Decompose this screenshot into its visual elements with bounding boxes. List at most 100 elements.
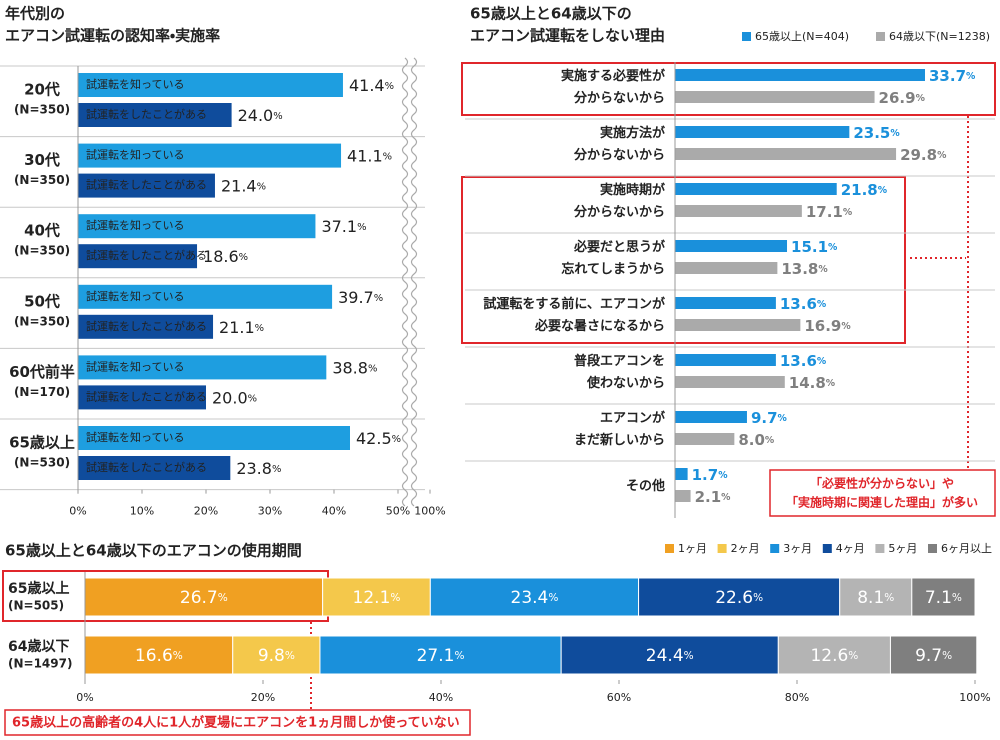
- category-label: 使わないから: [586, 375, 665, 391]
- value-label: 22.6%: [715, 588, 763, 608]
- bar-segment: [560, 635, 779, 675]
- axis-break: [401, 57, 409, 507]
- value-label: 24.0%: [238, 106, 283, 125]
- sample-size: (N=350): [14, 314, 70, 328]
- x-tick-label: 20%: [251, 691, 275, 704]
- bar: [78, 214, 316, 239]
- sample-size: (N=530): [14, 456, 70, 470]
- category-label: 65歳以上: [9, 434, 75, 452]
- legend-swatch: [665, 544, 674, 553]
- category-label: 実施する必要性が: [561, 68, 665, 84]
- chart-title: エアコン試運転をしない理由: [470, 27, 665, 45]
- bar: [78, 385, 206, 410]
- legend-label: 2ヶ月: [731, 542, 760, 555]
- bar: [675, 490, 691, 502]
- x-tick-label: 0%: [69, 505, 86, 518]
- value-label: 12.1%: [353, 588, 401, 608]
- bar-name: 試運転をしたことがある: [86, 319, 207, 333]
- legend-label: 5ヶ月: [888, 542, 917, 555]
- bar-name: 試運転をしたことがある: [86, 389, 207, 403]
- value-label: 13.6%: [780, 295, 827, 313]
- value-label: 9.7%: [915, 646, 952, 666]
- chart-title: エアコン試運転の認知率・実施率: [5, 27, 220, 45]
- value-label: 7.1%: [925, 588, 962, 608]
- bar: [78, 355, 327, 380]
- bar: [675, 69, 925, 81]
- bar-segment: [319, 635, 562, 675]
- category-label: 30代: [24, 151, 60, 169]
- bar: [78, 426, 350, 450]
- value-label: 23.8%: [236, 459, 281, 478]
- legend-label: 4ヶ月: [836, 542, 865, 555]
- bar: [675, 126, 850, 138]
- bar: [675, 468, 688, 480]
- category-label: 65歳以上: [8, 580, 69, 597]
- legend-swatch: [770, 544, 780, 553]
- value-label: 38.8%: [332, 358, 377, 377]
- bar: [78, 456, 231, 480]
- bar: [675, 376, 785, 388]
- x-tick-label: 40%: [429, 691, 453, 704]
- bar-segment: [84, 635, 234, 675]
- bar-name: 試運転をしたことがある: [86, 460, 207, 474]
- value-label: 21.8%: [841, 181, 888, 199]
- x-tick-label: 0%: [76, 691, 93, 704]
- bar: [675, 262, 778, 274]
- bar-name: 試運転を知っている: [86, 359, 184, 373]
- legend-label: 64歳以下(N=1238): [889, 30, 990, 43]
- x-tick-label: 60%: [607, 691, 631, 704]
- category-label: 実施方法が: [600, 125, 665, 141]
- bar: [78, 314, 214, 339]
- value-label: 23.5%: [853, 124, 900, 142]
- value-label: 9.7%: [751, 409, 788, 427]
- value-label: 37.1%: [321, 217, 366, 236]
- x-tick-label: 80%: [785, 691, 809, 704]
- value-label: 27.1%: [417, 646, 465, 666]
- value-label: 13.6%: [780, 352, 827, 370]
- bar-name: 試運転をしたことがある: [86, 178, 207, 192]
- category-label: 20代: [24, 81, 60, 99]
- annotation-box: [4, 709, 471, 736]
- bar-segment: [84, 577, 324, 617]
- legend-label: 6ヶ月以上: [941, 542, 992, 555]
- x-tick-label: 30%: [258, 505, 282, 518]
- bar-name: 試運転を知っている: [86, 218, 184, 232]
- bar-segment: [322, 577, 431, 617]
- bar-name: 試運転を知っている: [86, 430, 184, 444]
- legend-swatch: [717, 544, 727, 553]
- legend-swatch: [822, 544, 832, 553]
- x-tick-label: 40%: [322, 505, 346, 518]
- value-label: 13.8%: [781, 260, 828, 278]
- value-label: 18.6%: [203, 247, 248, 266]
- bar: [675, 411, 747, 423]
- value-label: 26.9%: [879, 89, 926, 107]
- value-label: 33.7%: [929, 67, 976, 85]
- value-label: 41.1%: [347, 146, 392, 165]
- sample-size: (N=1497): [8, 657, 72, 671]
- legend-swatch: [928, 544, 937, 553]
- value-label: 26.7%: [180, 588, 228, 608]
- bar-name: 試運転をしたことがある: [86, 248, 207, 262]
- bar: [78, 103, 232, 127]
- sample-size: (N=350): [14, 173, 70, 187]
- x-tick-label: 100%: [414, 505, 445, 518]
- bar: [78, 143, 342, 168]
- category-label: 試運転をする前に、エアコンが: [483, 296, 665, 312]
- bar: [78, 244, 198, 269]
- annotation: 65歳以上の高齢者の4人に1人が夏場にエアコンを1ヵ月間しか使っていない: [12, 715, 460, 731]
- category-label: 実施時期が: [600, 182, 665, 198]
- legend-label: 3ヶ月: [783, 542, 812, 555]
- bar-name: 試運転をしたことがある: [86, 107, 207, 121]
- value-label: 16.6%: [135, 646, 183, 666]
- axis-break: [410, 57, 418, 507]
- annotation: 「必要性が分からない」や: [810, 476, 954, 491]
- category-label: 普段エアコンを: [574, 353, 665, 369]
- value-label: 14.8%: [789, 374, 836, 392]
- x-tick-label: 20%: [194, 505, 218, 518]
- category-label: 分からないから: [573, 90, 665, 106]
- value-label: 21.1%: [219, 317, 264, 336]
- legend-swatch: [742, 32, 751, 41]
- sample-size: (N=505): [8, 599, 64, 613]
- annotation: 「実施時期に関連した理由」が多い: [786, 495, 978, 510]
- x-tick-label: 10%: [130, 505, 154, 518]
